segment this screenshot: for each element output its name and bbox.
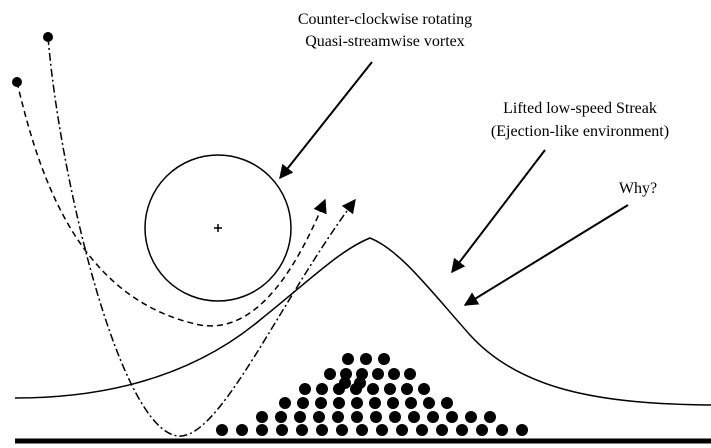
particle bbox=[342, 353, 354, 365]
particle bbox=[316, 424, 328, 436]
particle bbox=[316, 383, 328, 395]
particle bbox=[339, 377, 351, 389]
label-line: Quasi-streamwise vortex bbox=[305, 33, 465, 50]
particle bbox=[408, 411, 420, 423]
particle bbox=[516, 424, 528, 436]
particle bbox=[484, 411, 496, 423]
particle bbox=[332, 411, 344, 423]
arrow bbox=[279, 61, 373, 180]
label-line: Why? bbox=[619, 180, 657, 197]
particle bbox=[456, 424, 468, 436]
particle bbox=[354, 377, 366, 389]
particle bbox=[389, 411, 401, 423]
particle bbox=[256, 424, 268, 436]
particle bbox=[356, 424, 368, 436]
particle bbox=[396, 424, 408, 436]
particle bbox=[401, 383, 413, 395]
particle bbox=[376, 424, 388, 436]
particle bbox=[296, 424, 308, 436]
label-line: (Ejection-like environment) bbox=[491, 123, 669, 140]
particle bbox=[340, 368, 352, 380]
particles bbox=[216, 353, 528, 436]
particle bbox=[333, 397, 345, 409]
particle bbox=[294, 411, 306, 423]
particle bbox=[446, 411, 458, 423]
dashed-trajectory bbox=[16, 81, 327, 327]
particle bbox=[405, 397, 417, 409]
particle bbox=[384, 383, 396, 395]
particle bbox=[378, 353, 390, 365]
particle bbox=[360, 353, 372, 365]
arrow bbox=[463, 204, 629, 306]
particle bbox=[313, 411, 325, 423]
streak-profile bbox=[14, 237, 711, 406]
particle bbox=[315, 397, 327, 409]
particle bbox=[436, 424, 448, 436]
particle bbox=[372, 368, 384, 380]
arrow bbox=[451, 149, 546, 274]
vortex-center bbox=[214, 224, 222, 232]
particle bbox=[299, 383, 311, 395]
particle bbox=[441, 397, 453, 409]
dashdot-trajectory bbox=[47, 36, 356, 437]
particle bbox=[387, 397, 399, 409]
particle bbox=[476, 424, 488, 436]
particle bbox=[351, 397, 363, 409]
particle bbox=[276, 424, 288, 436]
particle bbox=[369, 397, 381, 409]
particle bbox=[370, 411, 382, 423]
particle bbox=[256, 411, 268, 423]
label-line: Lifted low-speed Streak bbox=[503, 100, 657, 117]
particle bbox=[236, 424, 248, 436]
particle bbox=[367, 383, 379, 395]
particle bbox=[404, 368, 416, 380]
label-line: Counter-clockwise rotating bbox=[298, 11, 472, 28]
particle bbox=[416, 424, 428, 436]
particle bbox=[216, 424, 228, 436]
particle bbox=[275, 411, 287, 423]
particle bbox=[418, 383, 430, 395]
particle bbox=[324, 368, 336, 380]
particle bbox=[496, 424, 508, 436]
particle bbox=[427, 411, 439, 423]
particle bbox=[356, 368, 368, 380]
particle bbox=[279, 397, 291, 409]
particle bbox=[388, 368, 400, 380]
particle bbox=[336, 424, 348, 436]
particle-start bbox=[12, 77, 22, 87]
particle bbox=[297, 397, 309, 409]
particle bbox=[423, 397, 435, 409]
vortex bbox=[144, 154, 292, 302]
particle bbox=[351, 411, 363, 423]
particle bbox=[465, 411, 477, 423]
particle-start bbox=[43, 32, 53, 42]
